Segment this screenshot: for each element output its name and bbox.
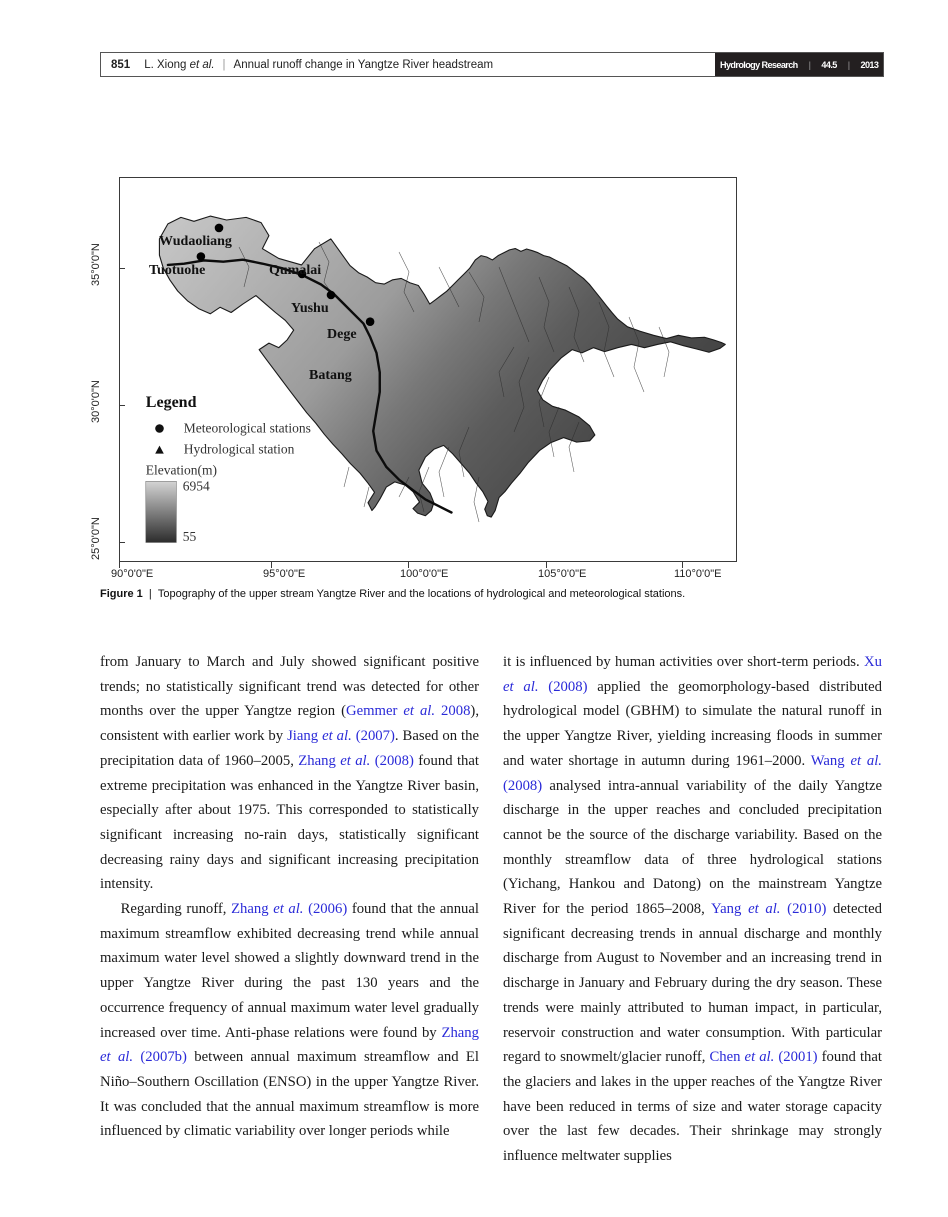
svg-text:Qumalai: Qumalai	[269, 263, 321, 278]
svg-text:Tuotuohe: Tuotuohe	[149, 263, 205, 278]
svg-text:55: 55	[183, 529, 197, 544]
svg-text:Batang: Batang	[309, 368, 352, 383]
svg-text:Legend: Legend	[146, 394, 197, 411]
svg-text:Dege: Dege	[327, 327, 357, 342]
svg-text:6954: 6954	[183, 479, 210, 494]
svg-text:Yushu: Yushu	[291, 301, 329, 316]
svg-text:Elevation(m): Elevation(m)	[146, 463, 217, 478]
svg-text:Wudaoliang: Wudaoliang	[159, 234, 232, 249]
svg-text:Meteorological stations: Meteorological stations	[184, 421, 311, 436]
svg-text:Hydrological station: Hydrological station	[184, 442, 295, 457]
